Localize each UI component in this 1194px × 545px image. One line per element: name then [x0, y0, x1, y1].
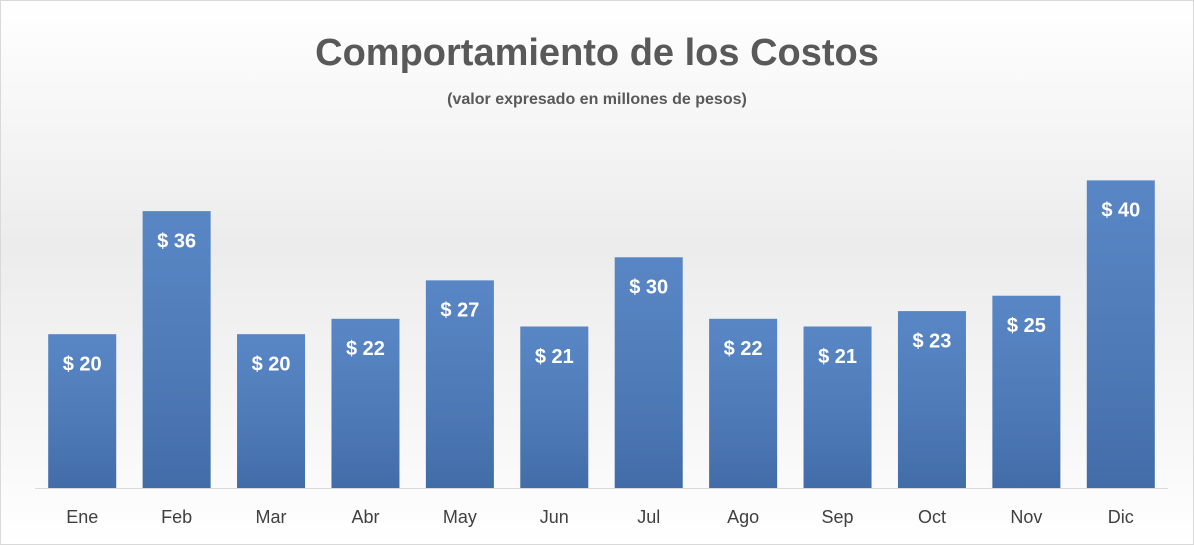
bar-shade — [709, 318, 778, 488]
x-tick-label: Ago — [727, 507, 759, 527]
x-tick-label: Ene — [66, 507, 98, 527]
x-tick-label: Jul — [637, 507, 660, 527]
data-label: $ 21 — [535, 346, 574, 368]
data-label: $ 25 — [1007, 315, 1046, 337]
x-tick-label: Oct — [918, 507, 946, 527]
x-tick-label: May — [443, 507, 477, 527]
data-label: $ 23 — [912, 330, 951, 352]
bar-shade — [992, 295, 1061, 488]
bar-shade — [331, 318, 400, 488]
data-label: $ 22 — [724, 338, 763, 360]
x-tick-label: Jun — [540, 507, 569, 527]
x-tick-label: Sep — [822, 507, 854, 527]
x-tick-label: Mar — [256, 507, 287, 527]
x-tick-label: Feb — [161, 507, 192, 527]
data-label: $ 20 — [63, 353, 102, 375]
bar-shade — [48, 334, 117, 488]
x-tick-label: Abr — [351, 507, 379, 527]
chart-subtitle: (valor expresado en millones de pesos) — [447, 91, 747, 108]
bar-shade — [1086, 180, 1155, 488]
data-label: $ 30 — [629, 277, 668, 299]
bar-shade — [142, 211, 211, 488]
bar-shade — [425, 280, 494, 488]
data-label: $ 27 — [440, 300, 479, 322]
data-label: $ 22 — [346, 338, 385, 360]
data-label: $ 21 — [818, 346, 857, 368]
chart-title: Comportamiento de los Costos — [315, 32, 879, 74]
bar-shade — [897, 311, 966, 488]
x-tick-label: Nov — [1010, 507, 1042, 527]
x-tick-label: Dic — [1108, 507, 1134, 527]
data-label: $ 36 — [157, 230, 196, 252]
bar-shade — [520, 326, 589, 488]
data-label: $ 20 — [252, 353, 291, 375]
bar-shade — [237, 334, 306, 488]
bar-shade — [803, 326, 872, 488]
bar-shade — [614, 257, 683, 488]
data-label: $ 40 — [1101, 200, 1140, 222]
